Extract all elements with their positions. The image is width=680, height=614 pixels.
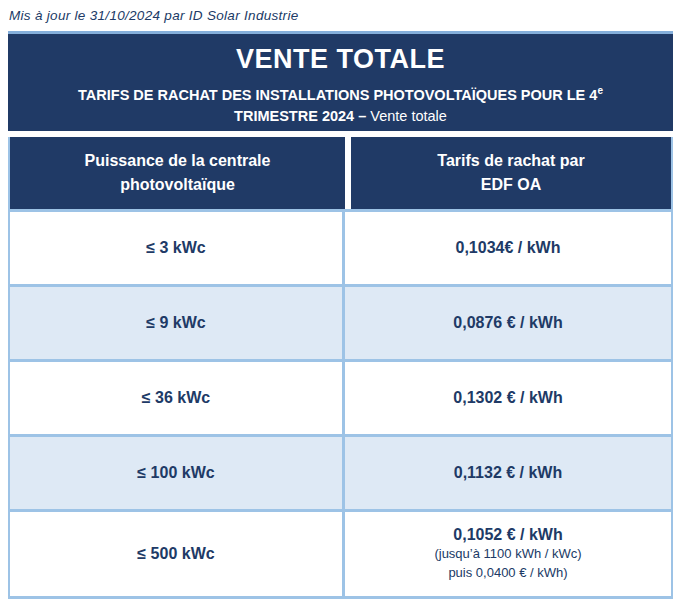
power-cell: ≤ 3 kWc bbox=[10, 212, 345, 284]
power-value: ≤ 3 kWc bbox=[10, 239, 342, 257]
tariff-cell: 0,1052 € / kWh (jusqu’à 1100 kWh / kWc) … bbox=[345, 512, 671, 596]
title-banner: VENTE TOTALE TARIFS DE RACHAT DES INSTAL… bbox=[8, 31, 673, 131]
tariff-cell: 0,1132 € / kWh bbox=[345, 437, 671, 509]
column-header-power-line2: photovoltaïque bbox=[10, 173, 345, 197]
last-updated-text: Mis à jour le 31/10/2024 par ID Solar In… bbox=[9, 8, 299, 23]
table-row: ≤ 100 kWc 0,1132 € / kWh bbox=[10, 434, 671, 509]
table-row: ≤ 3 kWc 0,1034€ / kWh bbox=[10, 209, 671, 284]
tariff-cell: 0,1302 € / kWh bbox=[345, 362, 671, 434]
power-value: ≤ 500 kWc bbox=[10, 545, 342, 563]
page: Mis à jour le 31/10/2024 par ID Solar In… bbox=[0, 0, 680, 614]
subtitle-line2-regular: Vente totale bbox=[366, 108, 447, 124]
tariff-value: 0,1034€ / kWh bbox=[345, 239, 671, 257]
power-value: ≤ 100 kWc bbox=[10, 464, 342, 482]
banner-title: VENTE TOTALE bbox=[8, 44, 673, 75]
subtitle-line1: TARIFS DE RACHAT DES INSTALLATIONS PHOTO… bbox=[78, 87, 597, 103]
column-header-power: Puissance de la centrale photovoltaïque bbox=[10, 137, 345, 209]
column-header-tariff-line1: Tarifs de rachat par bbox=[351, 149, 671, 173]
power-cell: ≤ 9 kWc bbox=[10, 287, 345, 359]
tariff-cell: 0,1034€ / kWh bbox=[345, 212, 671, 284]
banner-subtitle: TARIFS DE RACHAT DES INSTALLATIONS PHOTO… bbox=[8, 84, 673, 127]
power-cell: ≤ 36 kWc bbox=[10, 362, 345, 434]
tariff-value: 0,1132 € / kWh bbox=[345, 464, 671, 482]
tariff-document: VENTE TOTALE TARIFS DE RACHAT DES INSTAL… bbox=[8, 31, 673, 599]
power-cell: ≤ 500 kWc bbox=[10, 512, 345, 596]
tariff-note-2: puis 0,0400 € / kWh) bbox=[345, 563, 671, 583]
table-row: ≤ 36 kWc 0,1302 € / kWh bbox=[10, 359, 671, 434]
subtitle-superscript: e bbox=[597, 85, 603, 96]
tariff-value: 0,1052 € / kWh bbox=[345, 526, 671, 544]
tariff-value: 0,1302 € / kWh bbox=[345, 389, 671, 407]
subtitle-line2-bold: TRIMESTRE 2024 – bbox=[234, 108, 366, 124]
column-header-tariff-line2: EDF OA bbox=[351, 173, 671, 197]
power-value: ≤ 36 kWc bbox=[10, 389, 342, 407]
tariff-value: 0,0876 € / kWh bbox=[345, 314, 671, 332]
column-header-tariff: Tarifs de rachat par EDF OA bbox=[351, 137, 671, 209]
table-header-row: Puissance de la centrale photovoltaïque … bbox=[10, 137, 671, 209]
tariff-table: Puissance de la centrale photovoltaïque … bbox=[8, 137, 673, 599]
tariff-cell: 0,0876 € / kWh bbox=[345, 287, 671, 359]
power-value: ≤ 9 kWc bbox=[10, 314, 342, 332]
power-cell: ≤ 100 kWc bbox=[10, 437, 345, 509]
table-row: ≤ 9 kWc 0,0876 € / kWh bbox=[10, 284, 671, 359]
tariff-note-1: (jusqu’à 1100 kWh / kWc) bbox=[345, 544, 671, 564]
column-header-power-line1: Puissance de la centrale bbox=[10, 149, 345, 173]
table-row: ≤ 500 kWc 0,1052 € / kWh (jusqu’à 1100 k… bbox=[10, 509, 671, 596]
